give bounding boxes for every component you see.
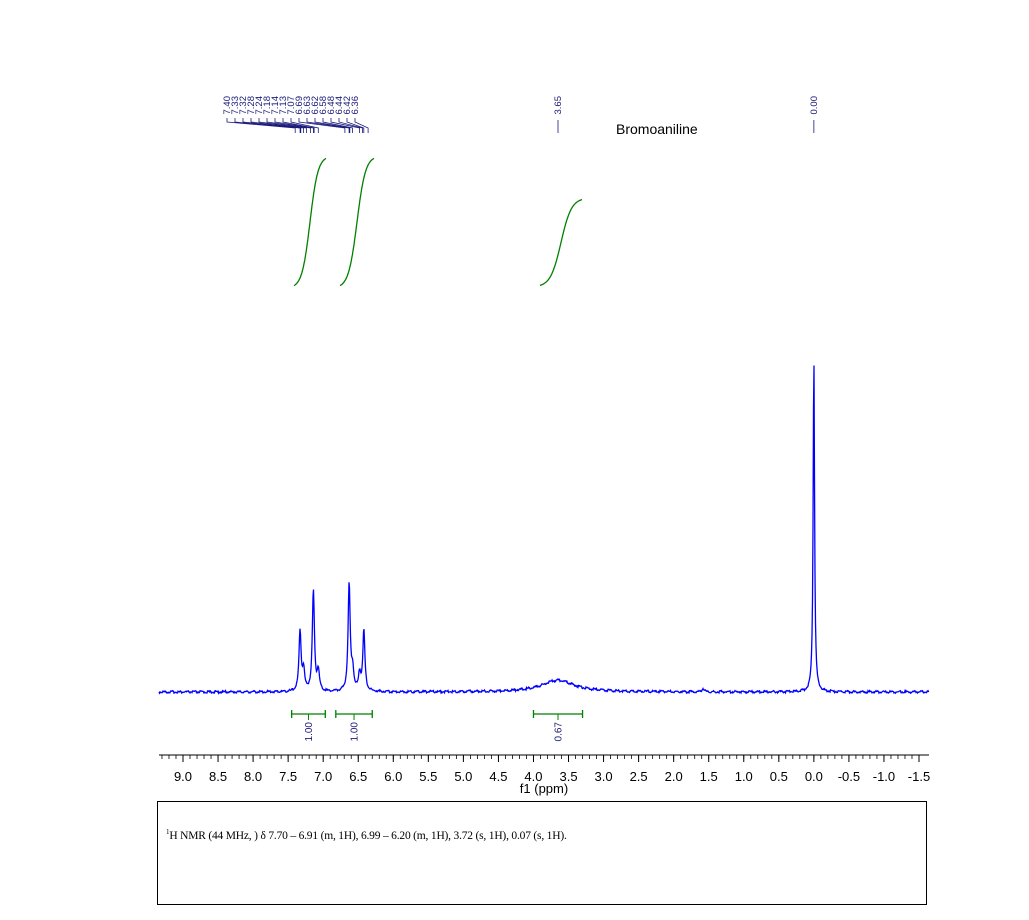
peak-label: 6.58 xyxy=(318,96,329,115)
x-tick-label: 1.5 xyxy=(700,769,718,784)
peak-label: 7.33 xyxy=(230,96,241,115)
report-superscript: 1 xyxy=(166,828,170,836)
report-body: H NMR (44 MHz, ) δ 7.70 – 6.91 (m, 1H), … xyxy=(169,829,567,842)
peak-label-leader xyxy=(234,118,301,133)
integral-value: 1.00 xyxy=(304,722,315,742)
peak-label-leader xyxy=(306,118,350,133)
x-tick-label: 6.5 xyxy=(349,769,367,784)
peak-label-leader xyxy=(338,118,363,133)
peak-label-leader xyxy=(290,118,319,133)
peak-label: 3.65 xyxy=(553,96,564,115)
x-tick-label: 4.0 xyxy=(524,769,542,784)
integral-curves xyxy=(293,157,583,287)
peak-label: 6.62 xyxy=(310,96,321,115)
x-tick-label: 0.5 xyxy=(770,769,788,784)
peak-label-leader xyxy=(274,118,314,133)
integral-curve xyxy=(539,198,583,287)
x-tick-label: 3.0 xyxy=(595,769,613,784)
peak-label: 6.63 xyxy=(302,96,313,115)
x-tick-label: -1.5 xyxy=(908,769,930,784)
nmr-report-box: 1H NMR (44 MHz, ) δ 7.70 – 6.91 (m, 1H),… xyxy=(157,801,927,905)
integral-curve xyxy=(293,157,327,287)
peak-label-leader xyxy=(250,118,304,133)
peak-label-leader xyxy=(226,118,296,133)
x-tick-label: 5.0 xyxy=(454,769,472,784)
integral-curve xyxy=(339,157,375,287)
x-tick-label: -0.5 xyxy=(838,769,860,784)
nmr-report-text: 1H NMR (44 MHz, ) δ 7.70 – 6.91 (m, 1H),… xyxy=(166,828,567,842)
peak-label: 6.44 xyxy=(334,96,345,115)
x-axis: 9.0 8.5 8.0 7.5 7.0 6.5 6.0 5.5 5.0 4.5 4.0 3.5 3.0 2… xyxy=(159,754,930,784)
peak-label-leader xyxy=(242,118,302,133)
peak-label-leader xyxy=(346,118,365,133)
peak-label: 7.07 xyxy=(286,96,297,115)
peak-label-leader xyxy=(282,118,315,133)
peak-label-leader xyxy=(298,118,346,133)
x-tick-label: 3.5 xyxy=(559,769,577,784)
peak-label: 0.00 xyxy=(809,96,820,115)
peak-label: 7.18 xyxy=(262,96,273,115)
chart-title: Bromoaniline xyxy=(616,121,698,137)
peak-label: 6.42 xyxy=(342,96,353,115)
x-tick-label: -1.0 xyxy=(873,769,895,784)
peak-label: 7.40 xyxy=(222,96,233,115)
x-tick-label: 0.0 xyxy=(805,769,823,784)
peak-label-leader xyxy=(354,118,369,133)
x-tick-label: 8.5 xyxy=(209,769,227,784)
peak-label-leader xyxy=(322,118,353,133)
integral-bars: 1.00 1.00 0.67 xyxy=(290,710,584,742)
x-tick-label: 6.0 xyxy=(384,769,402,784)
peak-label: 7.13 xyxy=(278,96,289,115)
peak-label: 6.36 xyxy=(350,96,361,115)
peak-label: 6.48 xyxy=(326,96,337,115)
integral-value: 1.00 xyxy=(350,722,361,742)
x-tick-label: 4.5 xyxy=(489,769,507,784)
x-tick-label: 8.0 xyxy=(244,769,262,784)
x-tick-label: 5.5 xyxy=(419,769,437,784)
peak-label: 7.24 xyxy=(254,96,265,115)
peak-label: 6.69 xyxy=(294,96,305,115)
integral-value: 0.67 xyxy=(554,722,565,742)
x-tick-label: 1.0 xyxy=(735,769,753,784)
peak-label-leader xyxy=(314,118,351,133)
nmr-spectrum-chart: 7.407.337.327.287.247.187.147.137.076.69… xyxy=(158,96,930,796)
x-tick-label: 9.0 xyxy=(174,769,192,784)
peak-label-leader xyxy=(258,118,307,133)
x-tick-label: 7.5 xyxy=(279,769,297,784)
peak-label: 7.28 xyxy=(246,96,257,115)
x-tick-label: 2.0 xyxy=(665,769,683,784)
x-tick-label: 7.0 xyxy=(314,769,332,784)
peak-label: 7.32 xyxy=(238,96,249,115)
spectrum-line xyxy=(158,365,930,695)
peak-label-leader xyxy=(330,118,360,133)
peak-label: 7.14 xyxy=(270,96,281,115)
x-axis-label: f1 (ppm) xyxy=(520,781,568,796)
x-tick-label: 2.5 xyxy=(630,769,648,784)
peak-label-leader xyxy=(266,118,311,133)
peak-labels: 7.407.337.327.287.247.187.147.137.076.69… xyxy=(222,96,820,133)
